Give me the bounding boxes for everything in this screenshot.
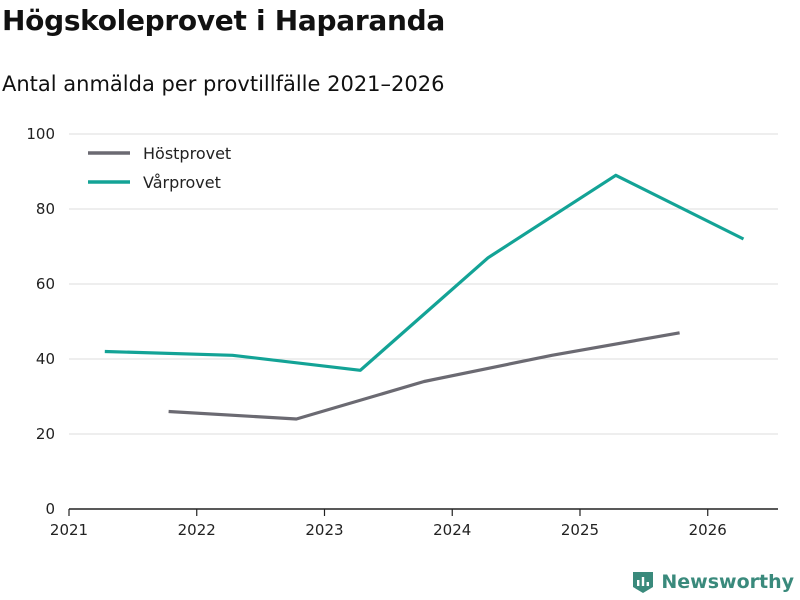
series-line-1 xyxy=(104,173,745,372)
series-line-0 xyxy=(168,331,680,421)
y-tick-label-40: 40 xyxy=(36,350,55,368)
newsworthy-icon xyxy=(633,572,654,593)
y-tick-label-20: 20 xyxy=(36,425,55,443)
legend-label-0: Höstprovet xyxy=(143,144,231,163)
x-tick-label-2021: 2021 xyxy=(50,521,88,539)
chart-subtitle: Antal anmälda per provtillfälle 2021–202… xyxy=(2,72,445,96)
y-tick-label-80: 80 xyxy=(36,200,55,218)
newsworthy-logo: Newsworthy xyxy=(631,570,794,594)
x-tick-label-2025: 2025 xyxy=(561,521,599,539)
y-tick-label-60: 60 xyxy=(36,275,55,293)
x-tick-label-2023: 2023 xyxy=(305,521,343,539)
chart-title: Högskoleprovet i Haparanda xyxy=(2,4,445,37)
x-tick-label-2026: 2026 xyxy=(689,521,727,539)
brand-name: Newsworthy xyxy=(661,571,794,593)
legend-label-1: Vårprovet xyxy=(143,173,221,192)
y-tick-label-0: 0 xyxy=(45,500,55,518)
x-tick-label-2024: 2024 xyxy=(433,521,471,539)
x-tick-label-2022: 2022 xyxy=(178,521,216,539)
y-tick-label-100: 100 xyxy=(26,125,55,143)
